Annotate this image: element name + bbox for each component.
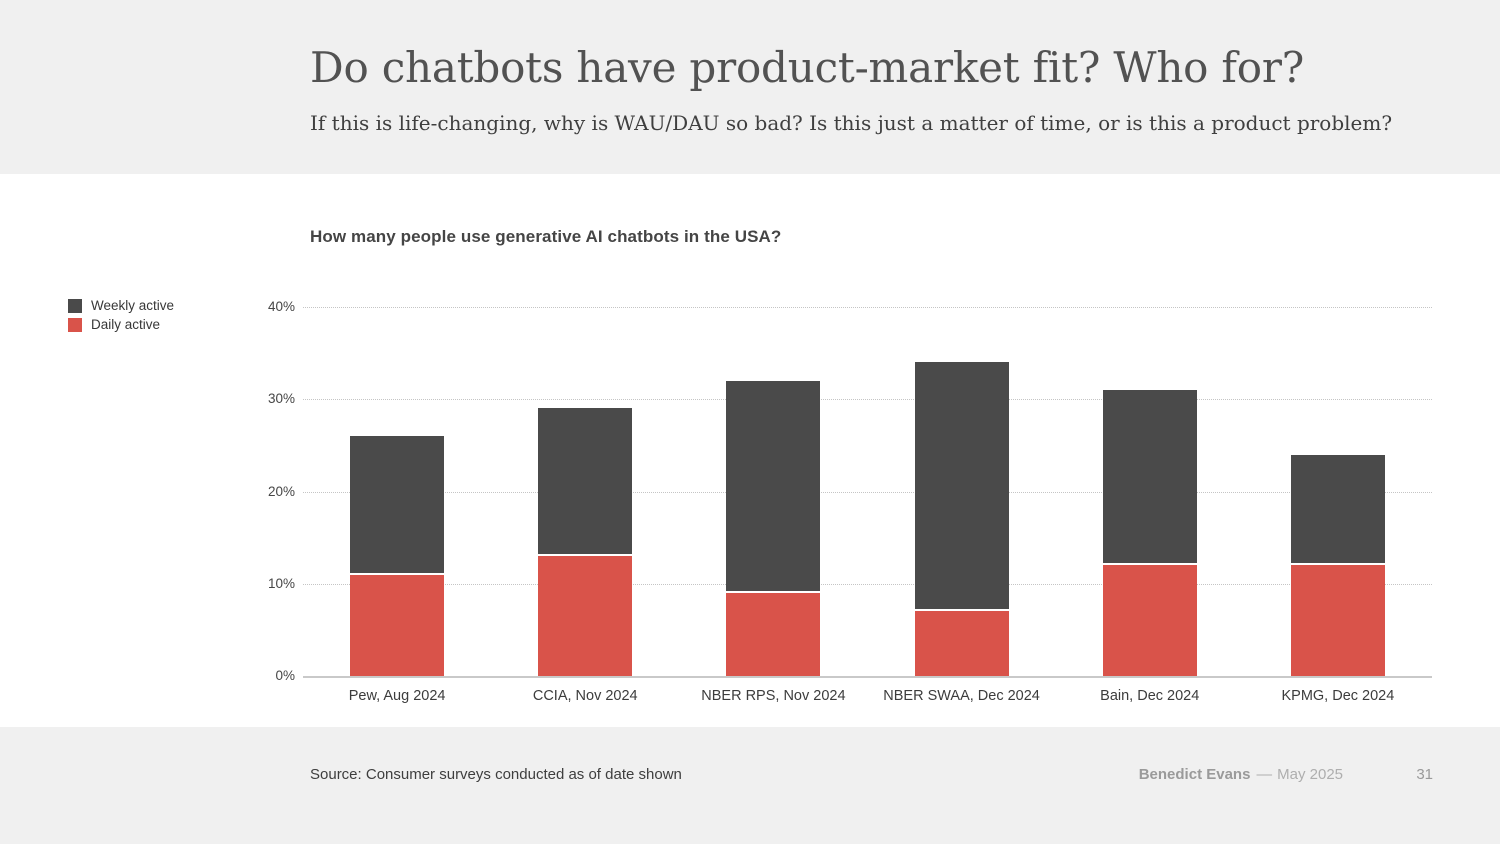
weekly-active-bar (1102, 390, 1197, 564)
y-axis-tick-label: 20% (267, 483, 295, 499)
legend-swatch-icon (68, 318, 82, 332)
chart-section: How many people use generative AI chatbo… (0, 174, 1500, 727)
bar-group: NBER RPS, Nov 2024 (679, 307, 867, 704)
gridline-30 (303, 399, 1432, 401)
chart-legend: Weekly active Daily active (68, 299, 174, 337)
legend-item: Daily active (68, 318, 174, 332)
author-credit: Benedict Evans –– May 2025 (1139, 766, 1343, 783)
daily-active-bar (1290, 565, 1385, 676)
x-axis-category-label: Bain, Dec 2024 (1100, 688, 1200, 704)
daily-active-bar (538, 556, 633, 676)
daily-active-bar (350, 574, 445, 676)
x-axis-category-label: NBER SWAA, Dec 2024 (883, 688, 1040, 704)
legend-item: Weekly active (68, 299, 174, 313)
bar-group: NBER SWAA, Dec 2024 (868, 307, 1056, 704)
x-axis-line (303, 676, 1432, 678)
legend-label: Weekly active (91, 298, 175, 313)
chart-title: How many people use generative AI chatbo… (310, 227, 782, 246)
source-note: Source: Consumer surveys conducted as of… (310, 766, 682, 783)
daily-active-bar (914, 611, 1009, 676)
bar-group: CCIA, Nov 2024 (491, 307, 679, 704)
x-axis-category-label: CCIA, Nov 2024 (532, 688, 638, 704)
slide-footer: Source: Consumer surveys conducted as of… (0, 727, 1500, 844)
gridline-10 (303, 583, 1432, 585)
author-name: Benedict Evans (1138, 766, 1251, 783)
slide-title: Do chatbots have product-market fit? Who… (310, 43, 1305, 92)
y-axis-tick-label: 10% (267, 575, 295, 591)
plot-area: 0% 10% 20% 30% 40% Pew, Aug 2024 CCIA, Nov 202… (268, 299, 1432, 704)
legend-label: Daily active (91, 317, 161, 332)
gridline-20 (303, 491, 1432, 493)
slide-date: May 2025 (1277, 766, 1343, 783)
bar-group: Pew, Aug 2024 (303, 307, 491, 704)
page-number: 31 (1416, 766, 1433, 783)
y-axis-tick-label: 0% (275, 668, 295, 683)
legend-swatch-icon (68, 299, 82, 313)
weekly-active-bar (538, 408, 633, 555)
slide-subtitle: If this is life-changing, why is WAU/DAU… (310, 111, 1393, 135)
bar-group: KPMG, Dec 2024 (1244, 307, 1432, 704)
daily-active-bar (726, 592, 821, 676)
gridline-40 (303, 307, 1432, 308)
slide-header: Do chatbots have product-market fit? Who… (0, 0, 1500, 174)
weekly-active-bar (914, 362, 1009, 610)
weekly-active-bar (726, 380, 821, 591)
weekly-active-bar (350, 436, 445, 573)
x-axis-category-label: Pew, Aug 2024 (348, 688, 446, 704)
bar-group: Bain, Dec 2024 (1056, 307, 1244, 704)
y-axis-tick-label: 30% (267, 391, 295, 407)
x-axis-category-label: NBER RPS, Nov 2024 (701, 688, 846, 704)
weekly-active-bar (1290, 454, 1385, 564)
y-axis-tick-label: 40% (267, 299, 295, 314)
credit-separator: –– (1256, 766, 1272, 783)
daily-active-bar (1102, 565, 1197, 676)
x-axis-category-label: KPMG, Dec 2024 (1281, 688, 1395, 704)
